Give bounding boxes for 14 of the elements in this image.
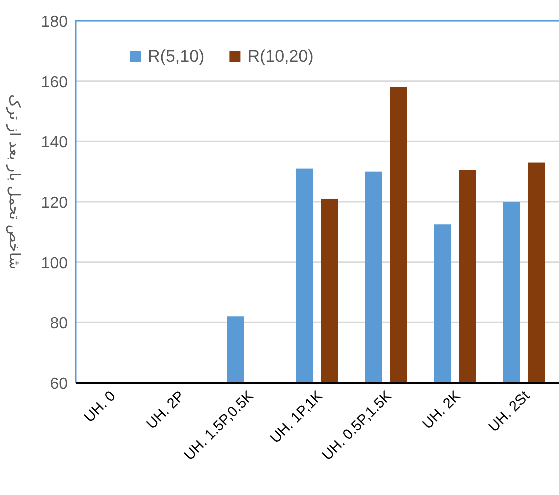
legend-label: R(5,10) (148, 47, 205, 66)
x-tick-label: UH. 2P (144, 388, 188, 433)
legend-label: R(10,20) (248, 47, 314, 66)
x-tick-label: UH. 2K (420, 388, 465, 433)
x-tick-label: UH. 0 (82, 388, 120, 426)
y-axis-title: شاخص تحمل بار بعد از ترک (6, 94, 24, 270)
y-tick-label: 80 (50, 316, 68, 333)
y-tick-label: 120 (41, 195, 68, 212)
y-tick-label: 60 (50, 376, 68, 393)
x-tick-label: UH. 2St (486, 388, 534, 436)
y-tick-label: 160 (41, 74, 68, 92)
y-tick-label: 140 (41, 134, 68, 152)
y-tick-label: 100 (41, 255, 68, 272)
y-tick-label: 180 (41, 14, 68, 31)
